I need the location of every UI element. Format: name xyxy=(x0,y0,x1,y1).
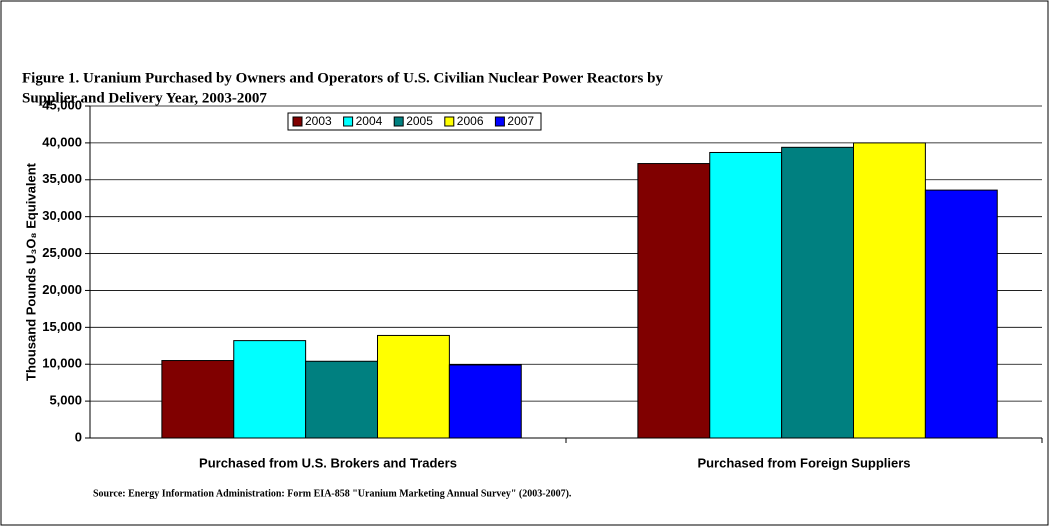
y-axis-label: Thousand Pounds U₃O₈ Equivalent xyxy=(23,162,38,381)
legend-label: 2007 xyxy=(507,114,534,128)
bar xyxy=(161,360,235,439)
chart-title: Supplier and Delivery Year, 2003-2007 xyxy=(22,90,267,106)
legend-label: 2004 xyxy=(356,114,383,128)
legend-swatch xyxy=(444,116,455,127)
y-tick-label: 15,000 xyxy=(42,319,82,334)
legend-swatch xyxy=(292,116,303,127)
legend-swatch xyxy=(393,116,404,127)
source: Source: Energy Information Administratio… xyxy=(93,488,572,499)
chart-title: Figure 1. Uranium Purchased by Owners an… xyxy=(22,70,663,86)
x-tick-label: Purchased from Foreign Suppliers xyxy=(697,455,910,470)
y-tick-label: 40,000 xyxy=(42,134,82,149)
y-tick-label: 5,000 xyxy=(49,393,82,408)
bar xyxy=(709,151,783,439)
legend-label: 2005 xyxy=(406,114,433,128)
bar xyxy=(781,146,855,439)
legend-swatch xyxy=(494,116,505,127)
bar xyxy=(853,142,926,439)
y-tick-label: 45,000 xyxy=(42,97,82,112)
bar xyxy=(924,189,998,439)
bar xyxy=(448,364,522,439)
legend-swatch xyxy=(343,116,354,127)
bar xyxy=(377,334,450,439)
legend-label: 2003 xyxy=(305,114,332,128)
y-tick-label: 25,000 xyxy=(42,245,82,260)
legend-label: 2006 xyxy=(457,114,484,128)
bar xyxy=(233,340,307,439)
y-tick-label: 35,000 xyxy=(42,171,82,186)
x-tick-label: Purchased from U.S. Brokers and Traders xyxy=(199,455,457,470)
bar xyxy=(637,163,711,439)
y-tick-label: 30,000 xyxy=(42,208,82,223)
bar xyxy=(305,360,379,439)
y-tick-label: 0 xyxy=(75,429,82,444)
y-tick-label: 20,000 xyxy=(42,282,82,297)
y-tick-label: 10,000 xyxy=(42,356,82,371)
